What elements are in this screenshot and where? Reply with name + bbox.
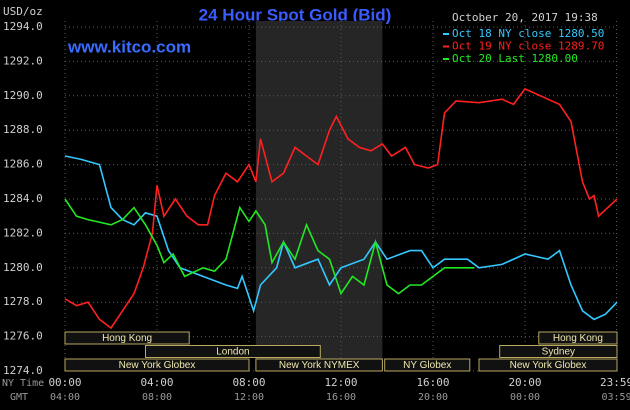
legend-label: Oct 20 Last 1280.00 (452, 52, 578, 65)
session-bar (64, 331, 190, 345)
y-tick-label: 1280.0 (3, 261, 43, 274)
x-tick-label: 16:00 (416, 376, 449, 389)
y-tick-label: 1294.0 (3, 20, 43, 33)
gmt-tick-label: 00:00 (510, 392, 540, 403)
session-label: Sydney (542, 347, 575, 358)
y-tick-label: 1278.0 (3, 295, 43, 308)
y-tick-label: 1282.0 (3, 226, 43, 239)
session-label: New York NYMEX (279, 360, 360, 371)
session-bar (499, 345, 618, 358)
session-label: London (216, 347, 249, 358)
y-tick-label: 1292.0 (3, 54, 43, 67)
y-tick-label: 1288.0 (3, 123, 43, 136)
y-tick-label: 1290.0 (3, 89, 43, 102)
y-tick-label: 1284.0 (3, 192, 43, 205)
gmt-tick-label: 03:59 (601, 392, 630, 403)
gmt-tick-label: 20:00 (418, 392, 448, 403)
session-bar (478, 358, 618, 372)
legend-label: Oct 18 NY close 1280.50 (452, 27, 604, 40)
x-tick-label: 08:00 (232, 376, 265, 389)
x-tick-label: 12:00 (324, 376, 357, 389)
y-tick-label: 1286.0 (3, 158, 43, 171)
gmt-tick-label: 12:00 (234, 392, 264, 403)
session-bar (255, 358, 383, 372)
series-line (64, 87, 618, 330)
x-tick-label: 00:00 (48, 376, 81, 389)
x2-row-label: GMT (10, 392, 28, 403)
session-label: New York Globex (510, 360, 587, 371)
series-line (64, 198, 475, 296)
session-label: New York Globex (119, 360, 196, 371)
session-bar (384, 358, 471, 372)
x-tick-label: 04:00 (140, 376, 173, 389)
session-shade (255, 21, 383, 371)
x-row-label: NY Time (2, 378, 44, 389)
y-tick-label: 1274.0 (3, 364, 43, 377)
session-label: NY Globex (403, 360, 451, 371)
watermark: www.kitco.com (67, 37, 191, 56)
legend-label: Oct 19 NY close 1289.70 (452, 40, 604, 53)
y-axis-label: USD/oz (3, 5, 43, 18)
session-label: Hong Kong (553, 333, 603, 344)
chart-title: 24 Hour Spot Gold (Bid) (199, 5, 392, 24)
x-tick-label: 23:59 (600, 376, 630, 389)
gmt-tick-label: 04:00 (50, 392, 80, 403)
session-bar (64, 358, 250, 372)
y-tick-label: 1276.0 (3, 330, 43, 343)
session-label: Hong Kong (102, 333, 152, 344)
x-tick-label: 20:00 (508, 376, 541, 389)
session-bar (538, 331, 618, 345)
series-line (64, 155, 618, 321)
gmt-tick-label: 16:00 (326, 392, 356, 403)
timestamp: October 20, 2017 19:38 (452, 11, 598, 24)
gmt-tick-label: 08:00 (142, 392, 172, 403)
session-bar (145, 345, 321, 358)
